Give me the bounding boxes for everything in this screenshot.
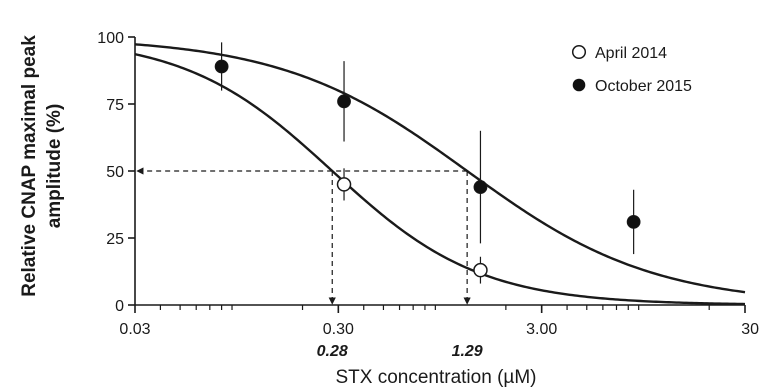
y-tick-label: 25 — [106, 231, 124, 248]
y-tick-label: 50 — [106, 164, 124, 181]
x-tick-label: 0.30 — [323, 321, 354, 338]
ic50-labels: 0.28 1.29 — [317, 343, 483, 360]
x-tick-label: 30 — [741, 321, 759, 338]
legend-label-april-2014: April 2014 — [595, 45, 667, 62]
ic50-label: 0.28 — [317, 343, 348, 360]
data-point-filled — [473, 180, 488, 194]
data-point-filled — [626, 215, 641, 229]
legend: April 2014 October 2015 — [571, 44, 692, 95]
ic50-label: 1.29 — [452, 343, 483, 360]
legend-label-october-2015: October 2015 — [595, 78, 692, 95]
fit-curves — [134, 43, 746, 306]
x-tick-label: 3.00 — [526, 321, 557, 338]
y-ticks: 0 25 50 75 100 — [97, 30, 135, 315]
y-tick-label: 0 — [115, 298, 124, 315]
x-tick-label: 0.03 — [119, 321, 150, 338]
data-points — [214, 59, 641, 278]
y-axis-title-line2: amplitude (%) — [44, 104, 65, 229]
y-axis-title-line1: Relative CNAP maximal peak — [19, 35, 40, 297]
data-point-open — [473, 262, 488, 278]
data-point-open — [336, 177, 352, 192]
fit-curve-series-1 — [134, 43, 746, 294]
y-tick-label: 100 — [97, 30, 124, 47]
ic50-guides — [136, 167, 471, 305]
y-tick-label: 75 — [106, 97, 124, 114]
data-point-filled — [214, 59, 229, 74]
x-axis-title: STX concentration (µM) — [335, 367, 536, 388]
fit-curve-series-0 — [134, 53, 746, 306]
legend-marker-open — [571, 44, 587, 60]
legend-marker-filled — [572, 78, 586, 92]
data-point-filled — [337, 94, 351, 109]
x-ticks: 0.03 0.30 3.00 30 — [119, 305, 759, 338]
